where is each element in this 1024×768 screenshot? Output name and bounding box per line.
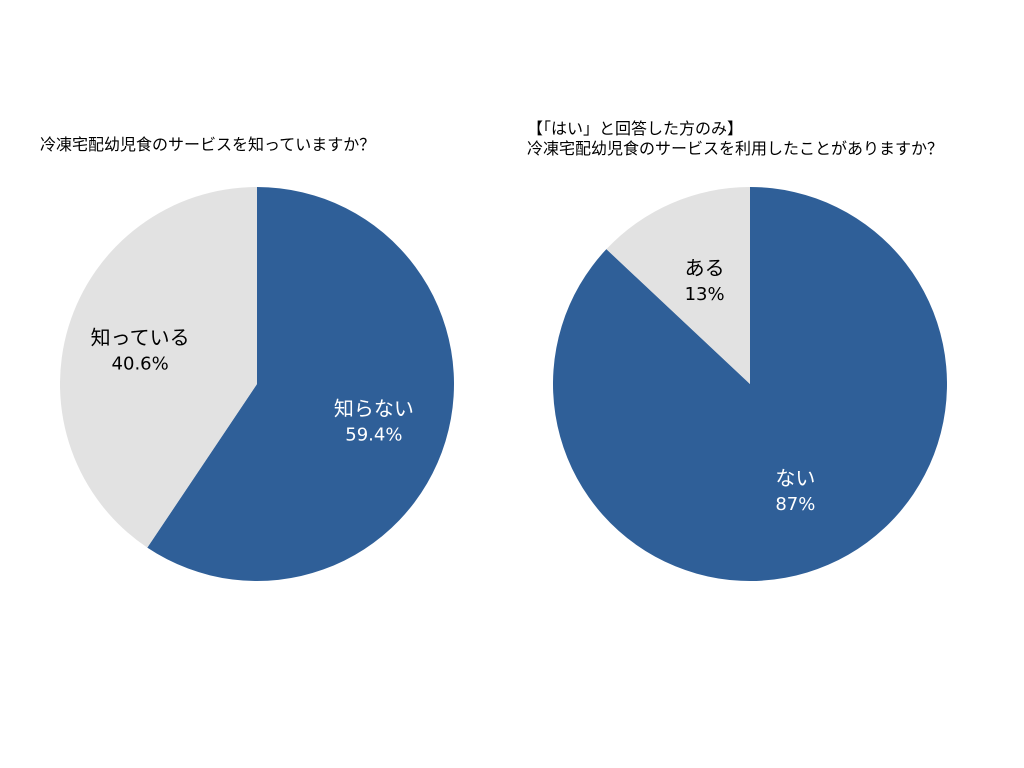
slice-value-0-1: 40.6% xyxy=(112,353,169,374)
slice-value-1-1: 13% xyxy=(685,284,725,305)
pie-slice-1-0 xyxy=(552,187,947,581)
slice-label-1-1: ある xyxy=(685,256,725,280)
slice-value-1-0: 87% xyxy=(775,494,815,515)
chart1-title: 冷凍宅配幼児食のサービスを知っていますか？ xyxy=(40,135,376,154)
chart2-title-prefix: 【「はい」と回答した方のみ】 xyxy=(527,119,744,138)
slice-label-0-0: 知らない xyxy=(334,397,414,421)
pie-slice-0-1 xyxy=(60,187,257,548)
pie-slice-0-0 xyxy=(147,187,455,581)
pie-chart-awareness: 知らない 59.4% 知っている 40.6% xyxy=(60,187,455,581)
pie-chart-usage: ない 87% ある 13% xyxy=(552,187,947,581)
slice-label-0-1: 知っている xyxy=(91,325,190,349)
slice-value-0-0: 59.4% xyxy=(345,425,402,446)
pie-slice-1-1 xyxy=(606,187,750,384)
slice-label-1-0: ない xyxy=(775,466,815,490)
chart2-title: 冷凍宅配幼児食のサービスを利用したことがありますか？ xyxy=(527,139,944,158)
